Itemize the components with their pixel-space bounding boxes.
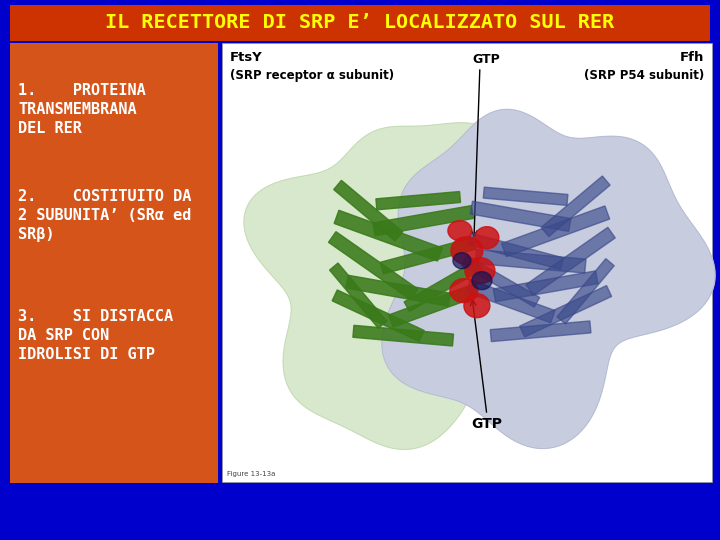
- Text: IL RECETTORE DI SRP E’ LOCALIZZATO SUL RER: IL RECETTORE DI SRP E’ LOCALIZZATO SUL R…: [105, 14, 615, 32]
- Text: 2.    COSTITUITO DA
2 SUBUNITA’ (SRα ed
SRβ): 2. COSTITUITO DA 2 SUBUNITA’ (SRα ed SRβ…: [18, 189, 192, 242]
- Text: Ffh: Ffh: [680, 51, 704, 64]
- Polygon shape: [541, 176, 610, 237]
- Text: (SRP receptor α subunit): (SRP receptor α subunit): [230, 69, 394, 82]
- Polygon shape: [380, 238, 476, 274]
- Text: 3.    SI DISTACCA
DA SRP CON
IDROLISI DI GTP: 3. SI DISTACCA DA SRP CON IDROLISI DI GT…: [18, 309, 173, 362]
- Polygon shape: [557, 259, 614, 324]
- Polygon shape: [346, 275, 451, 306]
- Text: Figure 13-13a: Figure 13-13a: [227, 471, 275, 477]
- Polygon shape: [468, 233, 564, 269]
- Polygon shape: [353, 325, 454, 346]
- Polygon shape: [493, 271, 598, 302]
- Bar: [10, 5, 710, 41]
- Polygon shape: [483, 187, 568, 205]
- Polygon shape: [332, 290, 424, 341]
- Text: GTP: GTP: [472, 53, 500, 66]
- Text: GTP: GTP: [472, 417, 503, 431]
- Polygon shape: [328, 232, 418, 300]
- Text: 1.    PROTEINA
TRANSMEMBRANA
DEL RER: 1. PROTEINA TRANSMEMBRANA DEL RER: [18, 83, 145, 137]
- Polygon shape: [472, 272, 492, 289]
- Bar: [10, 43, 218, 483]
- Polygon shape: [389, 284, 477, 327]
- Polygon shape: [330, 263, 387, 328]
- Polygon shape: [462, 255, 540, 307]
- Polygon shape: [526, 227, 616, 295]
- Polygon shape: [382, 110, 715, 448]
- Polygon shape: [520, 286, 611, 337]
- Polygon shape: [244, 123, 580, 449]
- Polygon shape: [404, 260, 482, 312]
- Polygon shape: [373, 206, 474, 236]
- Polygon shape: [450, 279, 478, 302]
- Polygon shape: [376, 192, 461, 210]
- Text: (SRP P54 subunit): (SRP P54 subunit): [584, 69, 704, 82]
- Text: FtsY: FtsY: [230, 51, 263, 64]
- Polygon shape: [451, 237, 483, 265]
- Polygon shape: [490, 321, 591, 342]
- Polygon shape: [502, 206, 610, 256]
- Polygon shape: [334, 210, 442, 261]
- Polygon shape: [464, 294, 490, 318]
- Polygon shape: [470, 201, 571, 231]
- Polygon shape: [475, 227, 499, 248]
- Polygon shape: [475, 249, 586, 273]
- Polygon shape: [466, 280, 555, 323]
- Polygon shape: [333, 180, 402, 241]
- Polygon shape: [453, 253, 471, 269]
- Polygon shape: [465, 258, 495, 284]
- Polygon shape: [448, 221, 472, 241]
- Bar: [222, 43, 712, 482]
